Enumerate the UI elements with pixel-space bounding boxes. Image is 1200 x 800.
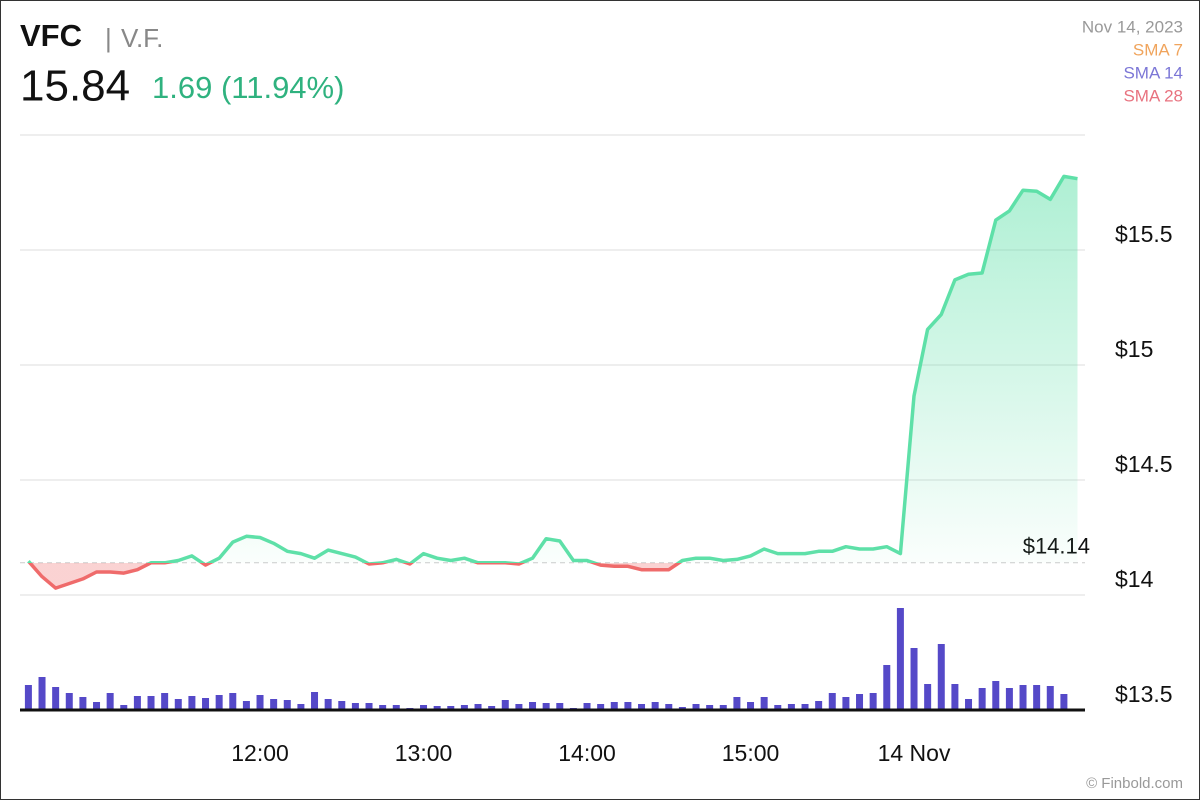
volume-bar — [202, 698, 210, 710]
x-tick-label: 13:00 — [395, 740, 453, 766]
volume-bar — [801, 704, 809, 710]
volume-bar — [501, 700, 509, 710]
volume-bar — [1060, 694, 1068, 710]
volume-bar — [351, 703, 359, 710]
volume-bar — [651, 702, 659, 710]
volume-bar — [774, 705, 782, 710]
volume-bar — [610, 702, 618, 710]
watermark: © Finbold.com — [1086, 775, 1183, 792]
volume-bar — [215, 695, 223, 710]
volume-bar — [1005, 688, 1013, 710]
volume-bar — [447, 706, 455, 710]
volume-bar — [65, 693, 73, 710]
volume-bar — [638, 704, 646, 710]
volume-bar — [106, 693, 114, 710]
volume-bar — [556, 703, 564, 710]
volume-bar — [474, 704, 482, 710]
volume-bar — [937, 644, 945, 710]
company-name: V.F. — [121, 23, 163, 53]
volume-bar — [24, 685, 32, 710]
y-tick-label: $14 — [1115, 566, 1154, 592]
volume-bar — [379, 705, 387, 710]
volume-bar — [433, 706, 441, 710]
volume-bar — [624, 702, 632, 710]
volume-bar — [978, 688, 986, 710]
y-tick-label: $13.5 — [1115, 681, 1173, 707]
volume-bar — [719, 705, 727, 710]
volume-bar — [597, 704, 605, 710]
legend-entry: SMA 28 — [1123, 86, 1183, 105]
y-tick-label: $14.5 — [1115, 451, 1173, 477]
volume-bar — [93, 702, 101, 710]
volume-bar — [706, 705, 714, 710]
volume-bar — [583, 703, 591, 710]
volume-bar — [692, 704, 700, 710]
volume-bar — [174, 699, 182, 710]
legend-entry: SMA 14 — [1123, 63, 1183, 82]
volume-bar — [242, 701, 250, 710]
volume-bar — [311, 692, 319, 710]
volume-bar — [1046, 686, 1054, 710]
volume-bar — [665, 704, 673, 710]
volume-bar — [883, 665, 891, 710]
volume-bar — [52, 687, 60, 710]
volume-bar — [270, 699, 278, 710]
volume-bar — [529, 702, 537, 710]
volume-bar — [910, 648, 918, 710]
volume-bar — [1033, 685, 1041, 710]
x-tick-label: 14 Nov — [878, 740, 951, 766]
volume-bar — [488, 706, 496, 710]
volume-bar — [79, 697, 87, 710]
volume-bar — [869, 693, 877, 710]
volume-bar — [324, 699, 332, 710]
volume-bar — [161, 693, 169, 710]
volume-bar — [297, 704, 305, 710]
x-tick-label: 14:00 — [558, 740, 616, 766]
volume-bar — [965, 699, 973, 710]
volume-bar — [188, 696, 196, 710]
volume-bar — [856, 694, 864, 710]
volume-bar — [283, 700, 291, 710]
date: Nov 14, 2023 — [1082, 17, 1183, 36]
legend-entry: SMA 7 — [1133, 40, 1183, 59]
volume-bar — [733, 697, 741, 710]
volume-bar — [760, 697, 768, 710]
volume-bar — [365, 703, 373, 710]
volume-bar — [256, 695, 264, 710]
y-tick-label: $15.5 — [1115, 221, 1173, 247]
separator: | — [105, 23, 112, 53]
volume-bar — [787, 704, 795, 710]
ticker: VFC — [20, 18, 82, 53]
volume-bar — [133, 696, 141, 710]
price-line — [27, 174, 1078, 590]
x-tick-label: 12:00 — [231, 740, 289, 766]
volume-bar — [38, 677, 46, 710]
volume-bar — [828, 693, 836, 710]
price-change: 1.69 (11.94%) — [152, 70, 344, 105]
volume-bar — [338, 701, 346, 710]
volume-bar — [924, 684, 932, 710]
volume-bar — [815, 701, 823, 710]
price: 15.84 — [20, 62, 130, 111]
volume-bar — [896, 608, 904, 710]
volume-bar — [147, 696, 155, 710]
volume-bar — [1019, 685, 1027, 710]
volume-bar — [542, 703, 550, 710]
x-tick-label: 15:00 — [722, 740, 780, 766]
volume-bar — [515, 704, 523, 710]
volume-bar — [392, 705, 400, 710]
volume-bar — [992, 681, 1000, 710]
volume-bar — [951, 684, 959, 710]
volume-bar — [842, 697, 850, 710]
volume-bar — [229, 693, 237, 710]
volume-bar — [747, 702, 755, 710]
volume-bar — [120, 705, 128, 710]
y-tick-label: $15 — [1115, 336, 1153, 362]
volume-bar — [460, 705, 468, 710]
volume-bar — [420, 705, 428, 710]
price-area — [28, 176, 1078, 589]
